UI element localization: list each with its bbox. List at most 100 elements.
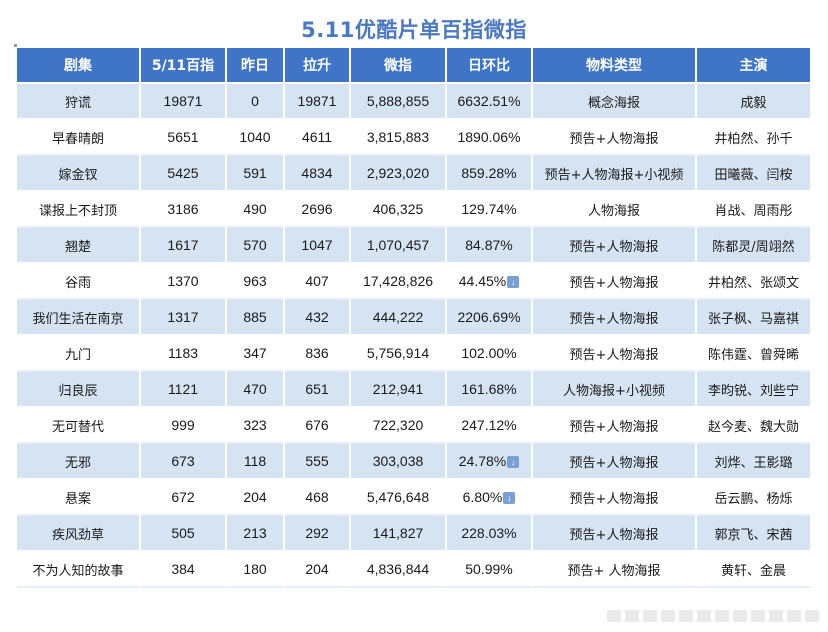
cell-material-type-text: 预告+ 人物海报 [567,563,661,579]
cell-cast-text: 张子枫、马嘉祺 [707,311,799,327]
cell-show: 谍报上不封顶 [17,192,141,228]
ranking-table: 剧集 5/11百指 昨日 拉升 微指 日环比 物料类型 主演 狩谎 19871 0 1… [17,48,812,588]
cell-weizhi: 17,428,826 [351,264,447,300]
cell-weizhi: 141,827 [351,516,447,552]
cell-rise-text: 4834 [301,165,333,181]
header-cast[interactable]: 主演 [697,48,812,84]
cell-index: 19871 [141,84,227,120]
cell-day-over-day: 50.99% [447,552,533,588]
cell-show: 悬案 [17,480,141,516]
cell-weizhi-text: 3,815,883 [366,129,430,145]
cell-yesterday: 885 [227,300,285,336]
cell-index: 1617 [141,228,227,264]
cell-day-over-day: 1890.06% [447,120,533,156]
cell-yesterday: 1040 [227,120,285,156]
cell-cast-text: 刘烨、王影璐 [714,455,793,471]
header-weizhi[interactable]: 微指 [351,48,447,84]
header-rise[interactable]: 拉升 [285,48,351,84]
cell-rise: 292 [285,516,351,552]
cell-weizhi-text: 303,038 [372,453,424,469]
cell-day-over-day-text: 6632.51% [457,93,521,109]
cell-yesterday: 347 [227,336,285,372]
cell-yesterday-text: 570 [243,237,267,253]
cell-rise-text: 555 [305,453,329,469]
table-row: 狩谎 19871 0 19871 5,888,855 6632.51% 概念海报 成毅 [17,84,812,120]
cell-weizhi: 1,070,457 [351,228,447,264]
page-title: 5.11优酷片单百指微指 [301,18,527,42]
cell-weizhi-text: 1,070,457 [366,237,430,253]
cell-index: 1121 [141,372,227,408]
cell-day-over-day-text: 859.28% [461,165,517,181]
cell-material-type: 预告+人物海报 [533,336,697,372]
header-show[interactable]: 剧集 [17,48,141,84]
cell-material-type-text: 预告+人物海报 [569,275,659,291]
cell-weizhi: 303,038 [351,444,447,480]
cell-index: 3186 [141,192,227,228]
cell-cast: 陈伟霆、曾舜晞 [697,336,812,372]
down-arrow-icon: ↓ [503,492,516,505]
down-arrow-icon: ↓ [507,276,520,289]
header-day-over-day[interactable]: 日环比 [447,48,533,84]
cell-yesterday-text: 180 [243,561,267,577]
cell-show: 翘楚 [17,228,141,264]
cell-index-text: 5425 [167,165,199,181]
cell-index: 672 [141,480,227,516]
cell-show: 谷雨 [17,264,141,300]
cell-material-type-text: 预告+人物海报 [569,347,659,363]
cell-index-text: 1121 [167,381,199,397]
table-row: 早春晴朗 5651 1040 4611 3,815,883 1890.06% 预告+人物海报… [17,120,812,156]
cell-day-over-day-text: 44.45% [458,273,507,289]
cell-cast: 赵今麦、魏大勋 [697,408,812,444]
cell-cast-text: 肖战、周雨彤 [714,203,793,219]
cell-show-text: 翘楚 [64,239,91,255]
cell-day-over-day-text: 129.74% [461,201,517,217]
cell-rise: 676 [285,408,351,444]
cell-weizhi: 5,888,855 [351,84,447,120]
cell-show-text: 早春晴朗 [51,131,104,147]
cell-cast-text: 李昀锐、刘些宁 [707,383,799,399]
cell-show: 狩谎 [17,84,141,120]
cell-index-text: 673 [171,453,195,469]
cell-index: 505 [141,516,227,552]
cell-index-text: 1317 [167,309,199,325]
cell-index-text: 505 [171,525,195,541]
cell-show: 无可替代 [17,408,141,444]
cell-cast: 成毅 [697,84,812,120]
cell-rise: 651 [285,372,351,408]
cell-material-type-text: 预告+人物海报 [569,491,659,507]
cell-index-text: 384 [171,561,195,577]
cell-index: 5651 [141,120,227,156]
cell-cast-text: 黄轩、金晨 [720,563,786,579]
cell-weizhi: 2,923,020 [351,156,447,192]
cell-day-over-day-text: 228.03% [461,525,517,541]
cell-weizhi-text: 444,222 [372,309,424,325]
watermark [607,610,819,622]
corner-mark [14,44,17,47]
cell-cast-text: 岳云鹏、杨烁 [714,491,793,507]
header-yesterday[interactable]: 昨日 [227,48,285,84]
cell-day-over-day-text: 1890.06% [457,129,521,145]
cell-day-over-day: 129.74% [447,192,533,228]
cell-rise-text: 292 [305,525,329,541]
cell-weizhi-text: 5,476,648 [366,489,430,505]
table-row: 不为人知的故事 384 180 204 4,836,844 50.99% 预告+ 人物海报 黄… [17,552,812,588]
cell-day-over-day-text: 2206.69% [457,309,521,325]
cell-yesterday: 213 [227,516,285,552]
header-index[interactable]: 5/11百指 [141,48,227,84]
table-row: 九门 1183 347 836 5,756,914 102.00% 预告+人物海报 陈伟霆、曾… [17,336,812,372]
table-row: 嫁金钗 5425 591 4834 2,923,020 859.28% 预告+人物海报+小视… [17,156,812,192]
table-header-row: 剧集 5/11百指 昨日 拉升 微指 日环比 物料类型 主演 [17,48,812,84]
cell-show-text: 谷雨 [64,275,91,291]
cell-day-over-day: 859.28% [447,156,533,192]
cell-rise: 204 [285,552,351,588]
cell-cast-text: 赵今麦、魏大勋 [707,419,799,435]
cell-rise: 1047 [285,228,351,264]
cell-day-over-day: 247.12% [447,408,533,444]
cell-yesterday-text: 963 [243,273,267,289]
cell-index: 673 [141,444,227,480]
cell-yesterday: 591 [227,156,285,192]
cell-index: 1183 [141,336,227,372]
cell-index: 5425 [141,156,227,192]
cell-day-over-day: 161.68% [447,372,533,408]
header-material-type[interactable]: 物料类型 [533,48,697,84]
